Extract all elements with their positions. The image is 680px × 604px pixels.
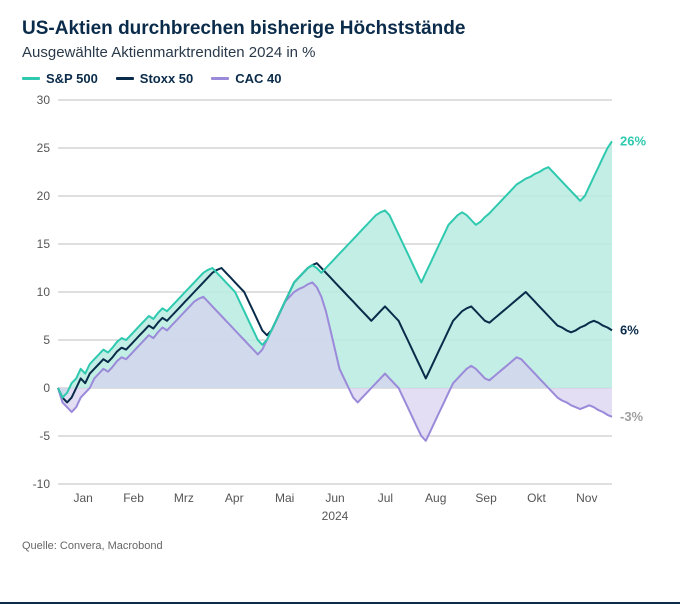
svg-text:Jun: Jun (325, 491, 344, 505)
svg-text:Mrz: Mrz (174, 491, 194, 505)
legend-item-sp500: S&P 500 (22, 71, 98, 86)
svg-text:Feb: Feb (123, 491, 144, 505)
chart-svg: -10 -5 0 5 10 15 20 25 30 Jan Feb Mrz Apr Mai Jun Jul Au… (22, 92, 658, 532)
legend-label-stoxx50: Stoxx 50 (140, 71, 193, 86)
svg-text:20: 20 (37, 189, 51, 203)
svg-text:0: 0 (43, 381, 50, 395)
svg-text:Nov: Nov (576, 491, 597, 505)
svg-text:Okt: Okt (527, 491, 546, 505)
svg-text:Jan: Jan (74, 491, 93, 505)
chart-area: -10 -5 0 5 10 15 20 25 30 Jan Feb Mrz Apr Mai Jun Jul Au… (22, 92, 658, 532)
svg-text:5: 5 (43, 333, 50, 347)
svg-text:-5: -5 (39, 429, 50, 443)
svg-text:Mai: Mai (275, 491, 294, 505)
legend: S&P 500 Stoxx 50 CAC 40 (22, 71, 658, 86)
chart-container: US-Aktien durchbrechen bisherige Höchsts… (0, 0, 680, 604)
svg-text:6%: 6% (620, 322, 639, 337)
legend-swatch-stoxx50 (116, 77, 134, 80)
legend-item-stoxx50: Stoxx 50 (116, 71, 193, 86)
chart-title: US-Aktien durchbrechen bisherige Höchsts… (22, 18, 658, 40)
svg-text:Jul: Jul (378, 491, 393, 505)
legend-label-sp500: S&P 500 (46, 71, 98, 86)
svg-text:-3%: -3% (620, 409, 644, 424)
chart-subtitle: Ausgewählte Aktienmarktrenditen 2024 in … (22, 44, 658, 61)
svg-text:Apr: Apr (225, 491, 244, 505)
svg-text:10: 10 (37, 285, 51, 299)
svg-text:30: 30 (37, 93, 51, 107)
legend-swatch-sp500 (22, 77, 40, 80)
svg-text:-10: -10 (33, 477, 51, 491)
legend-item-cac40: CAC 40 (211, 71, 281, 86)
legend-label-cac40: CAC 40 (235, 71, 281, 86)
legend-swatch-cac40 (211, 77, 229, 80)
svg-text:15: 15 (37, 237, 51, 251)
svg-text:2024: 2024 (322, 509, 349, 523)
source-text: Quelle: Convera, Macrobond (22, 540, 658, 552)
svg-text:Sep: Sep (475, 491, 497, 505)
svg-text:Aug: Aug (425, 491, 446, 505)
svg-text:25: 25 (37, 141, 51, 155)
svg-text:26%: 26% (620, 133, 646, 148)
